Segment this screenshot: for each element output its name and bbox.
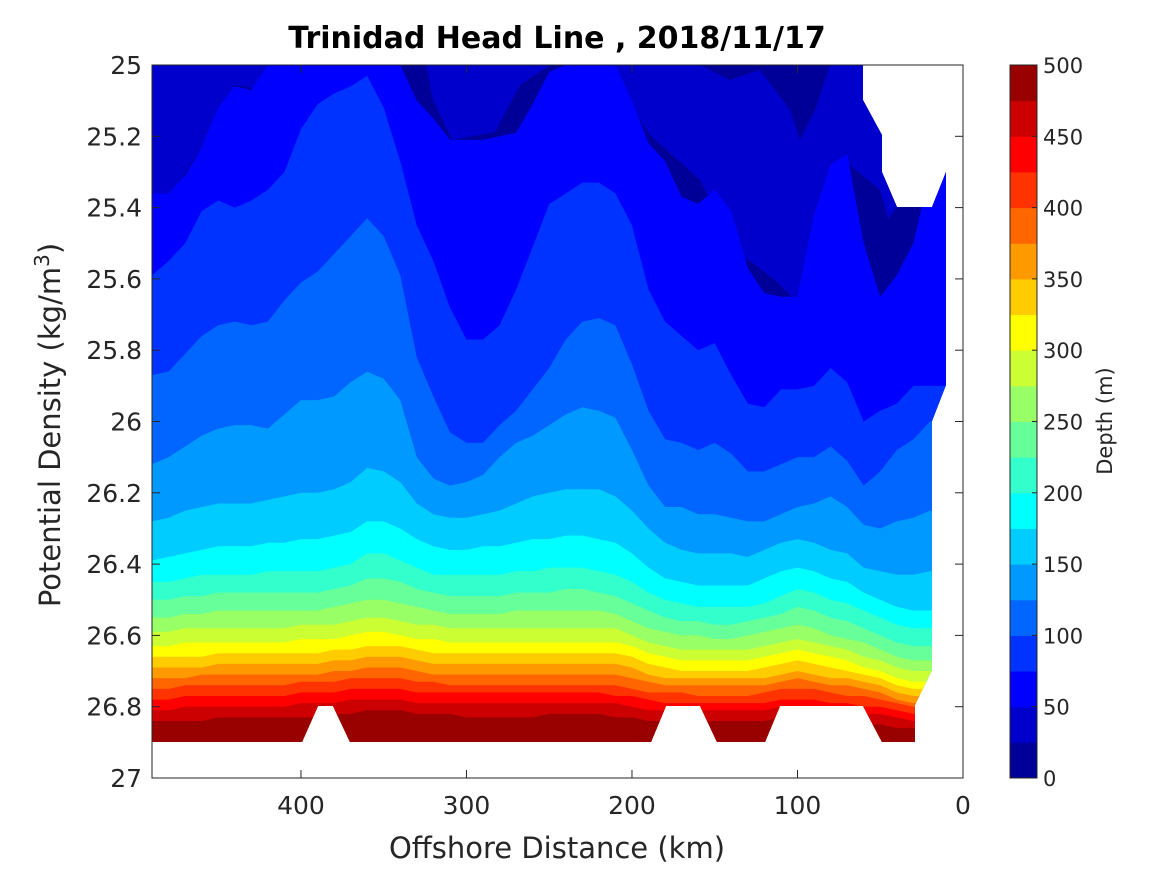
x-tick-label: 100 <box>774 791 822 820</box>
colorbar-swatch <box>1010 564 1037 601</box>
colorbar-swatch <box>1010 528 1037 565</box>
colorbar-swatch <box>1010 243 1037 280</box>
plot-area <box>152 65 946 742</box>
colorbar-swatch <box>1010 314 1037 351</box>
x-tick-label: 200 <box>608 791 656 820</box>
colorbar-tick-label: 250 <box>1043 411 1083 435</box>
colorbar-tick-label: 300 <box>1043 339 1083 363</box>
colorbar-tick-label: 50 <box>1043 696 1070 720</box>
colorbar-swatch <box>1010 350 1037 387</box>
y-tick-label: 25.4 <box>86 194 142 223</box>
y-tick-label: 26 <box>110 408 142 437</box>
colorbar-swatch <box>1010 65 1037 102</box>
x-tick-label: 0 <box>955 791 971 820</box>
x-tick-label: 300 <box>443 791 491 820</box>
colorbar-swatch <box>1010 100 1037 137</box>
colorbar-swatch <box>1010 385 1037 422</box>
colorbar-swatch <box>1010 207 1037 244</box>
y-axis-label: Potential Density (kg/m3) <box>30 243 67 607</box>
colorbar-swatch <box>1010 278 1037 316</box>
colorbar-swatch <box>1010 599 1037 636</box>
colorbar-swatch <box>1010 706 1037 743</box>
colorbar-swatch <box>1010 671 1037 708</box>
x-tick-label: 400 <box>277 791 325 820</box>
axis-ticks: 400 300 200 100 0 25 25.2 25.4 25.6 25.8 26 26.2 26.… <box>86 51 971 820</box>
contour-band-0-east <box>700 65 830 140</box>
y-tick-label: 27 <box>110 764 142 793</box>
colorbar-swatch <box>1010 171 1037 209</box>
colorbar-swatch <box>1010 492 1037 529</box>
y-tick-label: 26.8 <box>86 693 142 722</box>
contour-band-25 <box>152 65 550 200</box>
contour-fill-layer <box>152 65 946 742</box>
colorbar: 0 50 100 150 200 250 300 350 400 450 500 <box>1009 54 1083 791</box>
y-tick-label: 25.8 <box>86 336 142 365</box>
colorbar-tick-label: 450 <box>1043 125 1083 149</box>
colorbar-tick-label: 200 <box>1043 482 1083 506</box>
colorbar-swatch <box>1010 457 1037 494</box>
contour-band-475 <box>152 710 946 742</box>
colorbar-tick-label: 350 <box>1043 268 1083 292</box>
y-tick-label: 25.6 <box>86 265 142 294</box>
colorbar-tick-label: 500 <box>1043 54 1083 78</box>
y-tick-label: 25 <box>110 51 142 80</box>
colorbar-label: Depth (m) <box>1093 367 1117 474</box>
colorbar-swatch <box>1010 136 1037 173</box>
colorbar-tick-label: 0 <box>1043 767 1056 791</box>
y-tick-label: 26.2 <box>86 479 142 508</box>
colorbar-swatch <box>1010 635 1037 672</box>
y-tick-label: 25.2 <box>86 122 142 151</box>
y-axis-label-superscript: 3 <box>30 254 54 267</box>
y-tick-label: 26.6 <box>86 621 142 650</box>
colorbar-swatch <box>1010 742 1037 779</box>
x-axis-label: Offshore Distance (km) <box>389 831 725 865</box>
colorbar-swatch <box>1010 421 1037 458</box>
chart-title: Trinidad Head Line , 2018/11/17 <box>288 21 825 56</box>
y-tick-label: 26.4 <box>86 550 142 579</box>
colorbar-tick-label: 150 <box>1043 553 1083 577</box>
y-axis-label-main: Potential Density (kg/m <box>33 267 67 607</box>
colorbar-tick-label: 400 <box>1043 197 1083 221</box>
y-axis-label-close: ) <box>33 243 67 254</box>
colorbar-tick-label: 100 <box>1043 624 1083 648</box>
